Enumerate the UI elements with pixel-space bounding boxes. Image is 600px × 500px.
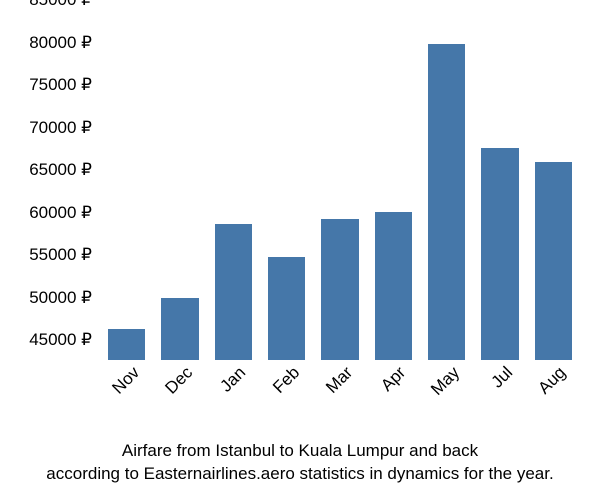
bar	[428, 44, 465, 360]
y-tick-label: 45000 ₽	[29, 330, 100, 350]
x-tick-label: Apr	[377, 363, 410, 396]
plot-area: 45000 ₽50000 ₽55000 ₽60000 ₽65000 ₽70000…	[100, 20, 580, 360]
bar-slot: Feb	[260, 20, 313, 360]
x-tick-label: Jul	[487, 363, 517, 393]
x-tick-label: Mar	[322, 363, 357, 398]
bar	[215, 224, 252, 360]
bar-slot: Jan	[207, 20, 260, 360]
y-tick-label: 60000 ₽	[29, 203, 100, 223]
caption-line: according to Easternairlines.aero statis…	[12, 463, 588, 486]
bar-slot: Nov	[100, 20, 153, 360]
x-tick-label: Dec	[161, 363, 197, 399]
chart-caption: Airfare from Istanbul to Kuala Lumpur an…	[0, 440, 600, 486]
bar-slot: Aug	[527, 20, 580, 360]
y-tick-label: 55000 ₽	[29, 245, 100, 265]
bar	[481, 148, 518, 361]
bar	[161, 298, 198, 360]
y-tick-label: 75000 ₽	[29, 75, 100, 95]
bar	[108, 329, 145, 360]
y-tick-label: 70000 ₽	[29, 118, 100, 138]
bar	[375, 212, 412, 360]
y-tick-label: 65000 ₽	[29, 160, 100, 180]
bar-slot: Mar	[313, 20, 366, 360]
bars-container: NovDecJanFebMarAprMayJulAug	[100, 20, 580, 360]
bar-slot: May	[420, 20, 473, 360]
x-tick-label: Aug	[535, 363, 571, 399]
x-tick-label: May	[427, 363, 464, 400]
airfare-chart: 45000 ₽ 50000 ₽ 55000 ₽ 60000 ₽ 65000 ₽ 70000…	[0, 0, 600, 500]
bar	[321, 219, 358, 360]
bar-slot: Dec	[153, 20, 206, 360]
y-tick-label: 50000 ₽	[29, 288, 100, 308]
caption-line: Airfare from Istanbul to Kuala Lumpur an…	[12, 440, 588, 463]
bar	[268, 257, 305, 360]
bar-slot: Jul	[473, 20, 526, 360]
bar	[535, 162, 572, 360]
bar-slot: Apr	[367, 20, 420, 360]
y-tick-label: 80000 ₽	[29, 33, 100, 53]
x-tick-label: Nov	[108, 363, 144, 399]
x-tick-label: Feb	[269, 363, 304, 398]
x-tick-label: Jan	[217, 363, 251, 397]
y-tick-label: 85000 ₽	[29, 0, 100, 10]
